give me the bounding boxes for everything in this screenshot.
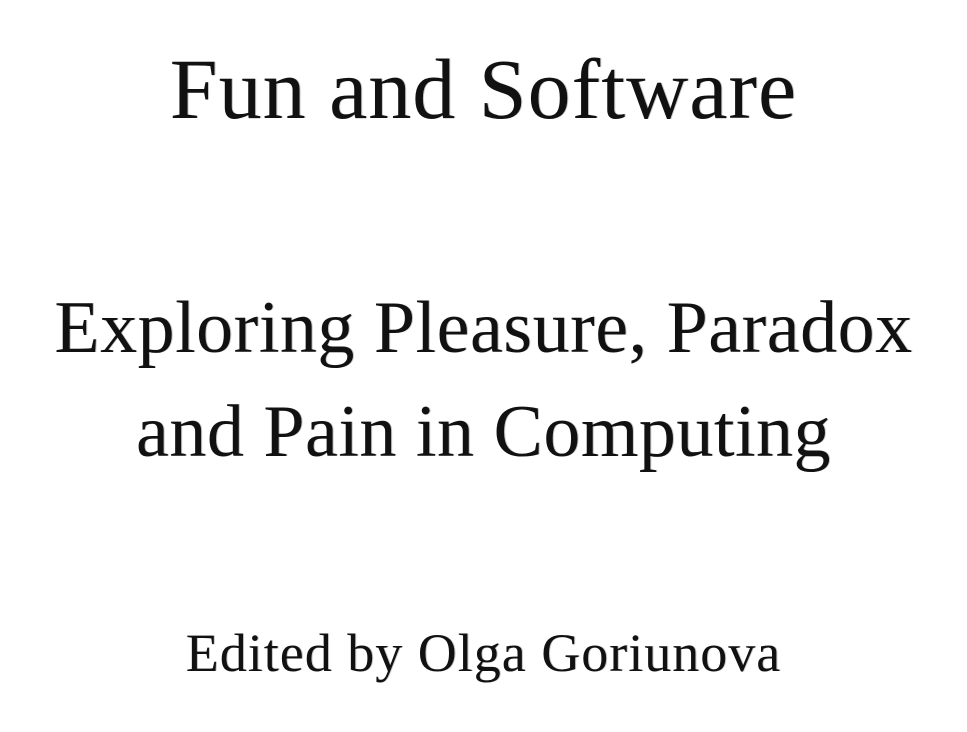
- subtitle-line-1: Exploring Pleasure, Paradox: [54, 287, 913, 369]
- subtitle-line-2: and Pain in Computing: [136, 391, 831, 473]
- book-title: Fun and Software: [169, 41, 798, 137]
- book-subtitle: Exploring Pleasure, Paradox and Pain in …: [0, 276, 967, 484]
- editor-credit: Edited by Olga Goriunova: [185, 623, 782, 683]
